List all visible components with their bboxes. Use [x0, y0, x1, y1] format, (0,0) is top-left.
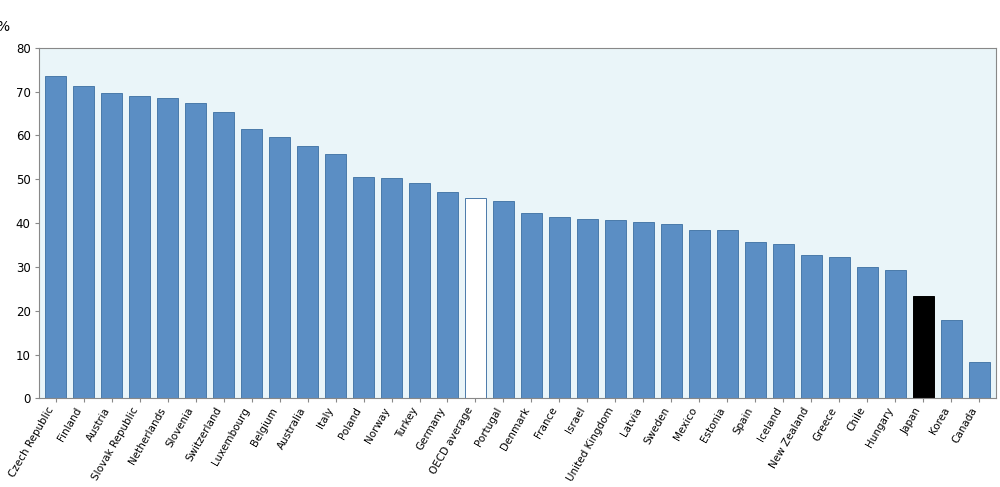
- Bar: [717, 230, 738, 398]
- Bar: [605, 221, 626, 398]
- Bar: [213, 112, 234, 398]
- Bar: [409, 183, 430, 398]
- Bar: [185, 103, 206, 398]
- Bar: [549, 217, 570, 398]
- Bar: [45, 76, 66, 398]
- Bar: [353, 177, 374, 398]
- Bar: [157, 98, 178, 398]
- Bar: [773, 244, 794, 398]
- Text: %: %: [0, 20, 9, 34]
- Bar: [829, 257, 850, 398]
- Bar: [241, 130, 262, 398]
- Bar: [969, 362, 990, 398]
- Bar: [129, 95, 150, 398]
- Bar: [885, 270, 906, 398]
- Bar: [325, 154, 346, 398]
- Bar: [269, 137, 290, 398]
- Bar: [73, 86, 94, 398]
- Bar: [913, 296, 934, 398]
- Bar: [493, 201, 514, 398]
- Bar: [465, 198, 486, 398]
- Bar: [661, 225, 682, 398]
- Bar: [577, 219, 598, 398]
- Bar: [857, 267, 878, 398]
- Bar: [521, 213, 542, 398]
- Bar: [801, 255, 822, 398]
- Bar: [297, 146, 318, 398]
- Bar: [941, 320, 962, 398]
- Bar: [689, 230, 710, 398]
- Bar: [101, 93, 122, 398]
- Bar: [633, 222, 654, 398]
- Bar: [381, 178, 402, 398]
- Bar: [745, 243, 766, 398]
- Bar: [437, 192, 458, 398]
